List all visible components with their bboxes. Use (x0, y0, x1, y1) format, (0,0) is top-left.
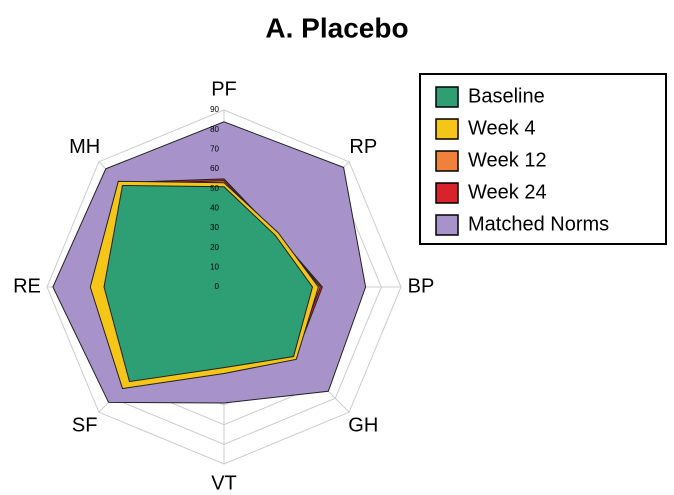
y-tick-label: 70 (210, 144, 219, 153)
legend-swatch (435, 182, 459, 204)
legend-box (419, 73, 667, 245)
category-label: VT (211, 472, 237, 490)
legend-label: Baseline (468, 85, 545, 107)
legend-label: Week 24 (468, 181, 547, 203)
category-label: RE (13, 275, 41, 297)
y-tick-label: 60 (210, 164, 219, 173)
series-area (103, 184, 314, 383)
legend-swatch (435, 214, 459, 236)
category-label: RP (349, 136, 377, 158)
legend-label: Matched Norms (468, 213, 609, 235)
y-tick-label: 40 (210, 203, 219, 212)
category-label: GH (348, 415, 378, 437)
legend-swatch (435, 86, 459, 108)
category-label: SF (72, 415, 98, 437)
y-tick-label: 10 (210, 262, 219, 271)
y-tick-label: 30 (210, 223, 219, 232)
y-tick-label: 0 (215, 282, 220, 291)
legend-swatch (435, 150, 459, 172)
y-tick-label: 50 (210, 184, 219, 193)
y-tick-label: 20 (210, 243, 219, 252)
category-label: PF (211, 78, 237, 100)
legend-swatch (435, 118, 459, 140)
y-tick-label: 80 (210, 125, 219, 134)
y-tick-label: 90 (210, 105, 219, 114)
category-label: MH (69, 136, 100, 158)
chart-title: A. Placebo (265, 12, 408, 43)
legend-label: Week 4 (468, 117, 535, 139)
legend-label: Week 12 (468, 149, 547, 171)
category-label: BP (408, 275, 435, 297)
